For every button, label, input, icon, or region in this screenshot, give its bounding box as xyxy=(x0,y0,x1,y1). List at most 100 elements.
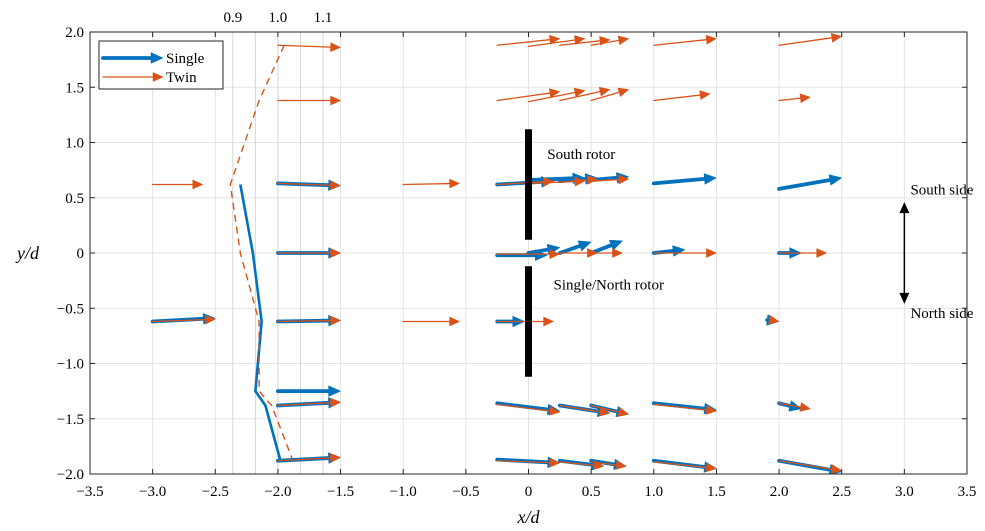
y-tick-label: 1.0 xyxy=(65,136,84,152)
x-tick-label: 3.5 xyxy=(958,484,977,500)
twin-vector-arrow xyxy=(653,90,711,102)
twin-vector-arrow-head xyxy=(799,93,811,104)
twin-vector-arrow xyxy=(527,87,586,103)
twin-vector-arrow-head xyxy=(618,174,630,185)
y-tick-label: −1.0 xyxy=(57,357,84,373)
legend-single-arrow-head xyxy=(150,52,164,64)
twin-vector-arrow xyxy=(151,314,216,325)
twin-vector-arrow xyxy=(778,402,811,412)
twin-vector-arrow-shaft xyxy=(402,182,451,186)
twin-vector-arrow-head xyxy=(705,462,718,473)
twin-vector-arrow-head xyxy=(330,315,342,326)
twin-vector-arrow-shaft xyxy=(527,39,576,48)
twin-vector-arrow-head xyxy=(830,33,843,43)
annotations: South rotor Single/North rotor South side N… xyxy=(547,147,973,322)
twin-vector-arrow xyxy=(590,460,627,470)
twin-vector-arrow xyxy=(277,397,342,408)
twin-vector-arrow-shaft xyxy=(277,44,332,48)
velocity-vectors xyxy=(150,33,843,474)
y-tick-label: −0.5 xyxy=(57,301,84,317)
y-tick-label: 0 xyxy=(77,246,85,262)
legend-twin-arrow-head xyxy=(152,72,164,82)
twin-vector-arrow xyxy=(496,34,561,46)
twin-vector-arrow-shaft xyxy=(559,179,589,183)
twin-vector-arrow-shaft xyxy=(590,404,620,413)
twin-vector-arrow-head xyxy=(549,34,561,45)
twin-vector-arrow-shaft xyxy=(151,319,206,323)
twin-vector-arrow-head xyxy=(192,179,204,190)
twin-vector-arrow-head xyxy=(543,316,555,327)
twin-vector-arrow xyxy=(559,404,611,417)
twin-vector-arrow xyxy=(559,86,611,102)
x-tick-label: 0 xyxy=(525,484,533,500)
twin-vector-arrow xyxy=(277,453,342,463)
twin-vector-arrow-shaft xyxy=(277,182,332,186)
twin-vector-arrow-head xyxy=(330,180,342,191)
single-vector-arrow xyxy=(276,385,342,397)
twin-vector-arrow-head xyxy=(617,87,630,98)
twin-vector-arrow-shaft xyxy=(653,39,708,46)
twin-vector-arrow xyxy=(496,457,561,468)
twin-vector-arrow xyxy=(590,87,630,102)
twin-vector-arrow-shaft xyxy=(778,402,802,408)
top-axis-label: 1.0 xyxy=(269,10,288,26)
twin-vector-arrow-head xyxy=(543,176,555,187)
twin-vector-arrow-shaft xyxy=(653,461,708,469)
single-vector-arrow-head xyxy=(328,385,342,397)
x-axis-label: x/d xyxy=(517,507,541,527)
twin-vector-arrow-head xyxy=(204,314,216,325)
legend-twin-label: Twin xyxy=(166,70,197,86)
twin-vector-arrow-shaft xyxy=(653,94,701,102)
twin-vector-arrow xyxy=(496,176,555,187)
north-south-double-arrow xyxy=(899,202,910,304)
twin-vector-arrow-shaft xyxy=(559,40,601,46)
single-vector-arrow-head xyxy=(703,173,718,185)
single-vector-arrow-shaft xyxy=(777,178,832,191)
twin-vector-arrow-head xyxy=(830,464,843,474)
twin-vector-arrow xyxy=(496,88,561,102)
y-tick-label: 1.5 xyxy=(65,80,84,96)
twin-vector-arrow-head xyxy=(705,405,718,415)
single-vector-arrow-head xyxy=(577,240,592,252)
twin-vector-arrow-shaft xyxy=(590,461,617,466)
twin-vector-arrow-head xyxy=(599,406,611,417)
twin-vector-arrow-shaft xyxy=(496,39,551,46)
twin-vector-arrow xyxy=(653,248,718,258)
y-tick-label: 2.0 xyxy=(65,25,84,41)
twin-vector-arrow xyxy=(653,34,718,46)
legend-box xyxy=(98,40,224,90)
twin-vector-arrow-shaft xyxy=(277,402,332,407)
twin-vector-arrow-shaft xyxy=(496,460,551,464)
twin-vector-arrow-head xyxy=(612,248,624,258)
top-axis-label: 1.1 xyxy=(314,10,333,26)
twin-vector-arrow-shaft xyxy=(559,404,601,413)
twin-vector-arrow xyxy=(402,178,461,189)
twin-vector-arrow-head xyxy=(330,397,342,408)
annotation-text: Single/North rotor xyxy=(554,277,664,293)
twin-vector-arrow xyxy=(590,35,630,46)
twin-vector-arrow xyxy=(778,93,811,104)
single-vector-arrow xyxy=(777,400,803,412)
single-vector-arrow xyxy=(557,240,592,255)
y-axis-label-text: y/d xyxy=(15,243,40,263)
twin-vector-arrow xyxy=(778,248,828,258)
twin-vector-arrow-head xyxy=(549,406,561,416)
twin-vector-arrow xyxy=(778,460,843,474)
x-tick-label: 3.0 xyxy=(895,484,914,500)
twin-vector-arrow-head xyxy=(706,248,718,258)
y-tick-label: 0.5 xyxy=(65,191,84,207)
twin-vector-arrow-head xyxy=(330,453,342,463)
twin-vector-arrow xyxy=(496,249,561,259)
twin-vector-arrow xyxy=(590,404,630,417)
twin-vector-arrow-head xyxy=(768,314,780,325)
x-tick-label: −0.5 xyxy=(452,484,479,500)
single-vector-arrow-shaft xyxy=(526,176,575,182)
twin-vector-arrow xyxy=(496,316,555,327)
twin-vector-arrow-head xyxy=(617,35,630,46)
double-arrow-head-down xyxy=(899,292,910,304)
twin-profile-line xyxy=(229,44,294,461)
twin-vector-arrow-shaft xyxy=(590,39,620,46)
single-vector-arrow-shaft xyxy=(495,401,550,412)
legend-single-arrow xyxy=(101,52,164,64)
